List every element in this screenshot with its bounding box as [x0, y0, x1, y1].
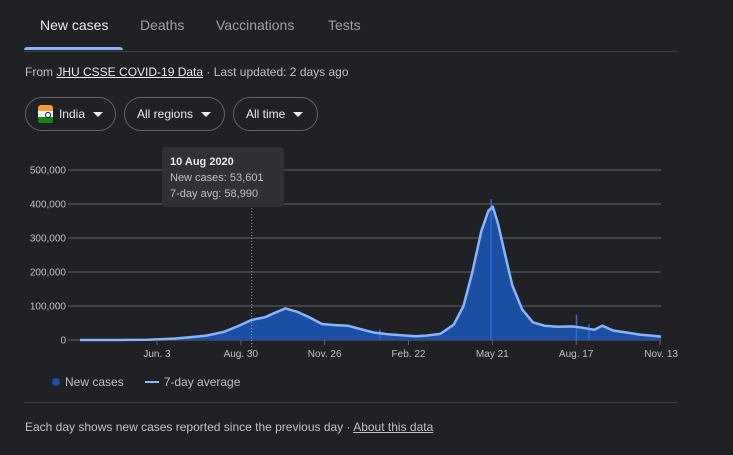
about-data-link[interactable]: About this data	[353, 420, 434, 434]
source-link[interactable]: JHU CSSE COVID-19 Data	[56, 65, 204, 79]
tooltip-date: 10 Aug 2020	[170, 156, 234, 168]
divider	[24, 402, 677, 403]
source-prefix: From	[25, 65, 53, 79]
legend-seven-day-average: 7-day average	[163, 375, 241, 389]
y-tick-label: 400,000	[30, 200, 67, 211]
region-label: All regions	[137, 107, 194, 121]
footer-note: Each day shows new cases reported since …	[25, 420, 433, 434]
x-tick-label: Aug. 17	[559, 349, 594, 360]
tab-new-cases[interactable]: New cases	[40, 17, 109, 33]
legend-line-seven-day-average	[144, 381, 159, 383]
india-flag-icon	[38, 104, 53, 124]
footer-text: Each day shows new cases reported since …	[25, 420, 344, 434]
tab-bar: New cases Deaths Vaccinations Tests	[24, 0, 677, 52]
y-tick-label: 500,000	[30, 166, 67, 177]
footer-separator: ·	[346, 420, 351, 434]
tooltip-seven-day-avg: 7-day avg: 58,990	[170, 188, 259, 200]
country-selector[interactable]: India	[25, 97, 116, 131]
data-source-line: From JHU CSSE COVID-19 Data · Last updat…	[25, 65, 349, 79]
period-label: All time	[246, 107, 286, 121]
period-selector[interactable]: All time	[233, 97, 318, 131]
chart-tooltip: 10 Aug 2020 New cases: 53,601 7-day avg:…	[162, 147, 284, 207]
tab-tests[interactable]: Tests	[328, 17, 361, 33]
chevron-down-icon	[201, 111, 212, 117]
source-separator: ·	[206, 65, 211, 79]
x-tick-label: Nov. 13	[644, 349, 678, 360]
tooltip-new-cases: New cases: 53,601	[170, 172, 264, 184]
last-updated: Last updated: 2 days ago	[213, 65, 349, 79]
y-tick-label: 100,000	[30, 302, 67, 313]
chart-legend: New cases 7-day average	[52, 375, 240, 389]
x-tick-label: Feb. 22	[392, 349, 426, 360]
cases-chart[interactable]: 0 100,000 200,000 300,000 400,000 500,000 Jun…	[0, 140, 733, 365]
new-cases-area	[80, 206, 661, 340]
tab-vaccinations[interactable]: Vaccinations	[216, 17, 295, 33]
chevron-down-icon	[293, 111, 304, 117]
active-tab-indicator	[24, 47, 123, 50]
x-tick-label: Aug. 30	[224, 349, 259, 360]
x-tick-label: May 21	[476, 349, 509, 360]
country-label: India	[58, 107, 85, 121]
y-tick-label: 0	[60, 336, 66, 347]
y-tick-label: 200,000	[30, 268, 67, 279]
seven-day-average-line	[80, 205, 662, 342]
legend-new-cases: New cases	[65, 375, 124, 389]
x-tick-label: Jun. 3	[143, 349, 171, 360]
x-tick-label: Nov. 26	[308, 349, 342, 360]
region-selector[interactable]: All regions	[124, 97, 225, 131]
legend-dot-new-cases	[52, 378, 60, 386]
tab-deaths[interactable]: Deaths	[140, 17, 185, 33]
y-tick-label: 300,000	[30, 234, 67, 245]
chevron-down-icon	[93, 111, 103, 117]
